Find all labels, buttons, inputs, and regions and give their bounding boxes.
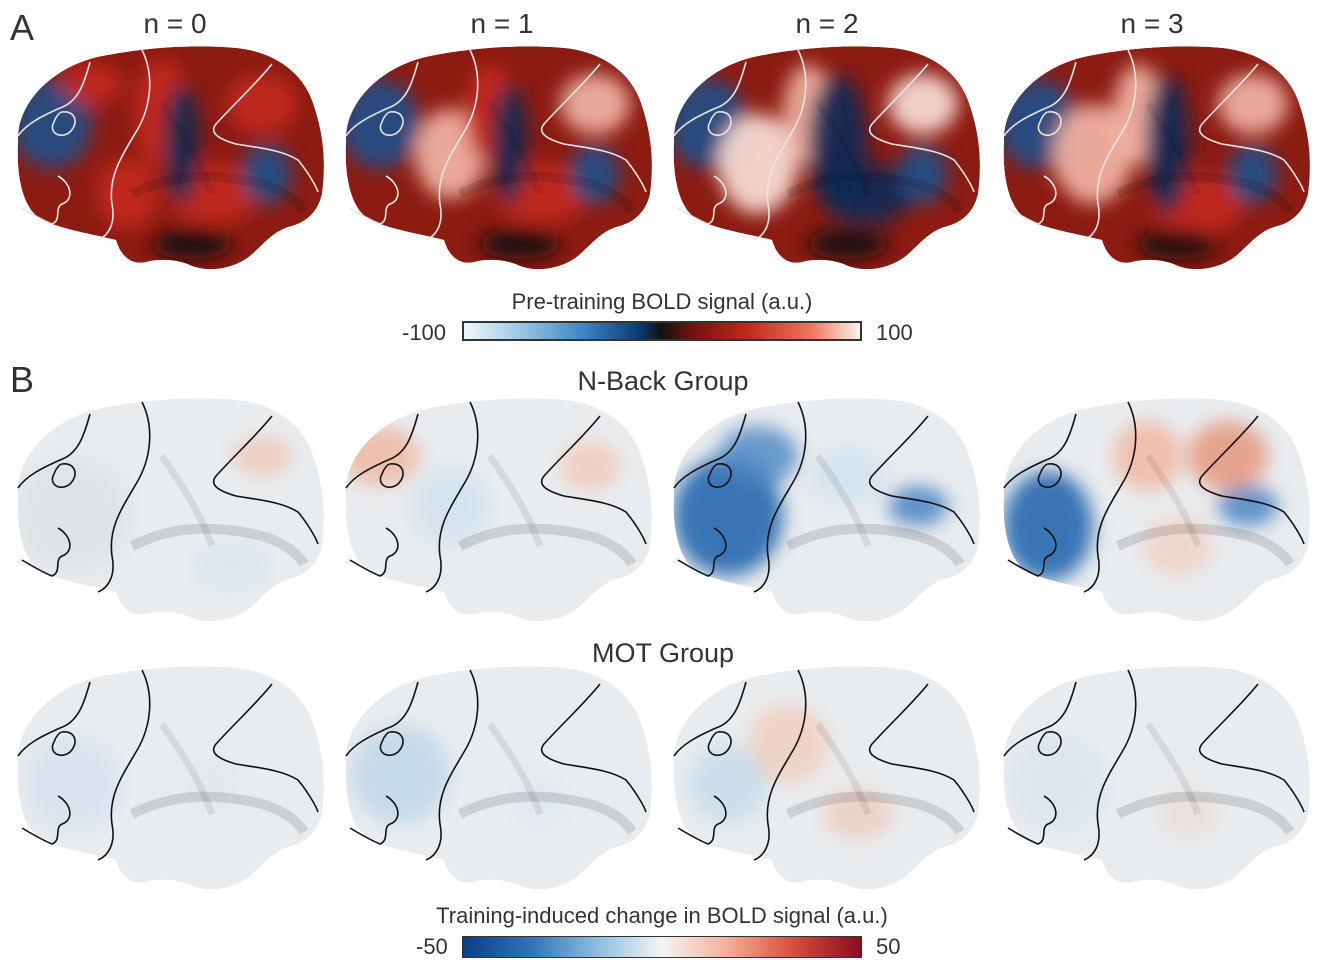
column-title-n0: n = 0 [143, 8, 207, 39]
brain-mot-n3 [1003, 666, 1310, 890]
brain-mot-n2 [673, 666, 980, 890]
group-title-nback: N-Back Group [577, 366, 749, 396]
brain-a-n3 [1003, 46, 1310, 270]
panel-b-letter: B [10, 359, 35, 400]
brain-nback-n1 [345, 398, 652, 622]
colorbar-a-label: Pre-training BOLD signal (a.u.) [511, 289, 813, 314]
colorbar-b [462, 936, 862, 958]
brain-mot-n1 [345, 666, 652, 890]
colorbar-b-label: Training-induced change in BOLD signal (… [436, 903, 888, 928]
brain-nback-n2 [673, 398, 980, 622]
colorbar-a-min: -100 [402, 320, 447, 345]
panel-a-letter: A [10, 7, 35, 48]
brain-mot-n0 [17, 666, 324, 890]
colorbar-a [462, 321, 862, 341]
brain-a-n1 [345, 46, 652, 270]
column-title-n2: n = 2 [795, 8, 859, 39]
brain-a-n0 [17, 46, 324, 270]
colorbar-a-max: 100 [876, 320, 913, 345]
column-title-n3: n = 3 [1120, 8, 1184, 39]
brain-nback-n3 [1003, 398, 1310, 622]
column-title-n1: n = 1 [470, 8, 534, 39]
colorbar-b-max: 50 [876, 934, 901, 959]
colorbar-b-min: -50 [416, 934, 448, 959]
brain-nback-n0 [17, 398, 324, 622]
brain-a-n2 [673, 46, 980, 270]
group-title-mot: MOT Group [591, 638, 735, 668]
